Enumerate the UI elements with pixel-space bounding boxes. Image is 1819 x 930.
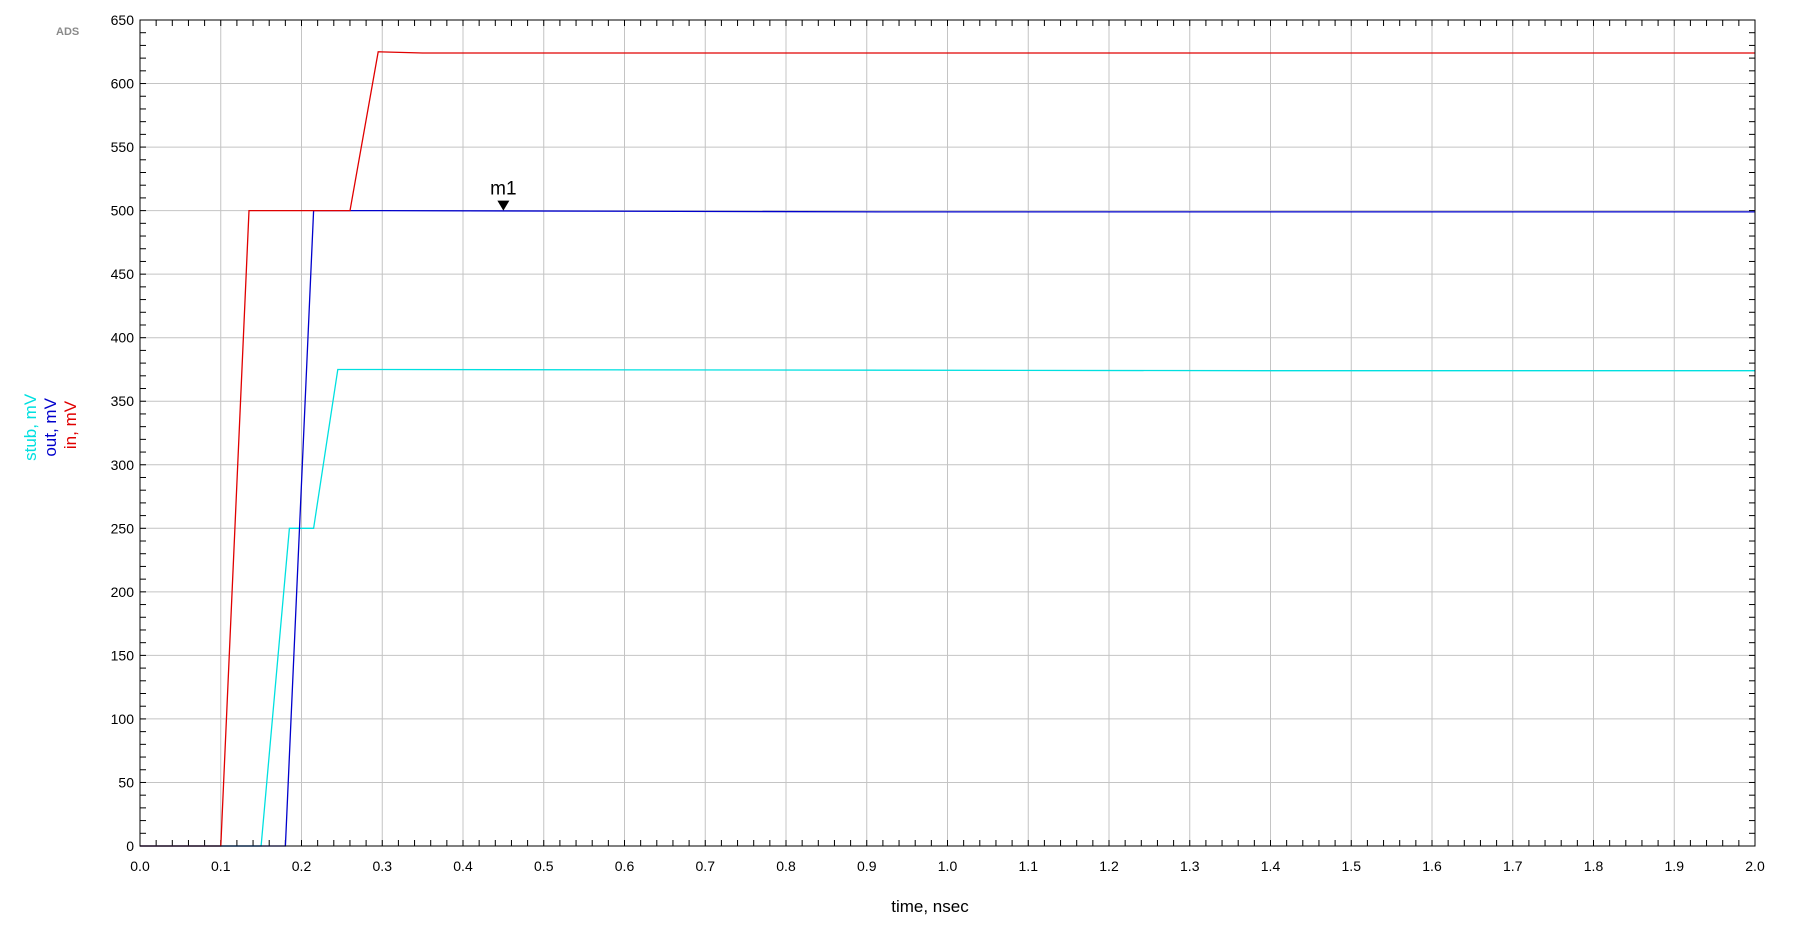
y-tick-label: 400 (111, 330, 135, 346)
x-tick-label: 1.1 (1019, 858, 1039, 874)
y-tick-label: 100 (111, 711, 135, 727)
x-tick-label: 0.2 (292, 858, 312, 874)
x-tick-label: 1.2 (1099, 858, 1119, 874)
x-axis-title: time, nsec (891, 897, 969, 916)
x-tick-label: 1.5 (1342, 858, 1362, 874)
y-tick-label: 350 (111, 393, 135, 409)
minor-ticks (139, 19, 1756, 847)
x-tick-label: 1.8 (1584, 858, 1604, 874)
plot-frame (139, 19, 1756, 847)
x-tick-label: 0.0 (130, 858, 150, 874)
ads-tag: ADS (56, 26, 79, 38)
markers: m1 (490, 179, 517, 211)
y-tick-label: 150 (111, 647, 135, 663)
x-tick-label: 1.7 (1503, 858, 1523, 874)
y-tick-label: 300 (111, 457, 135, 473)
x-tick-label: 0.4 (453, 858, 473, 874)
y-tick-label: 250 (111, 520, 135, 536)
x-tick-label: 0.8 (776, 858, 796, 874)
y-tick-label: 500 (111, 203, 135, 219)
x-tick-label: 0.1 (211, 858, 231, 874)
x-tick-label: 1.0 (938, 858, 958, 874)
x-tick-label: 1.9 (1665, 858, 1685, 874)
x-tick-label: 1.6 (1422, 858, 1442, 874)
series-line-stub (140, 368, 1755, 847)
y-title-out: out, mV (41, 397, 60, 456)
x-tick-label: 0.3 (373, 858, 393, 874)
x-tick-label: 1.4 (1261, 858, 1281, 874)
marker-triangle (497, 200, 510, 211)
y-tick-label: 550 (111, 139, 135, 155)
x-tick-label: 1.3 (1180, 858, 1200, 874)
x-tick-labels: 0.0 0.1 0.2 0.3 0.4 0.5 0.6 0.7 0.8 0.9 1.0 1.1 1.2 1… (130, 858, 1765, 874)
grid (139, 19, 1756, 847)
y-tick-label: 0 (126, 838, 134, 854)
y-axis-title: stub, mV out, mV in, mV (21, 389, 80, 461)
x-tick-label: 0.9 (857, 858, 877, 874)
y-tick-label: 50 (118, 774, 134, 790)
y-tick-label: 600 (111, 76, 135, 92)
y-tick-label: 650 (111, 12, 135, 28)
x-tick-label: 0.7 (696, 858, 716, 874)
y-title-in: in, mV (61, 400, 80, 449)
y-tick-label: 450 (111, 266, 135, 282)
marker-label: m1 (490, 179, 516, 200)
x-tick-label: 0.5 (534, 858, 554, 874)
x-tick-label: 0.6 (615, 858, 635, 874)
x-tick-label: 2.0 (1745, 858, 1765, 874)
y-tick-label: 200 (111, 584, 135, 600)
y-tick-labels: 0 50 100 150 200 250 300 350 400 450 500 550 600 650 (111, 12, 135, 854)
y-title-stub: stub, mV (21, 393, 40, 461)
